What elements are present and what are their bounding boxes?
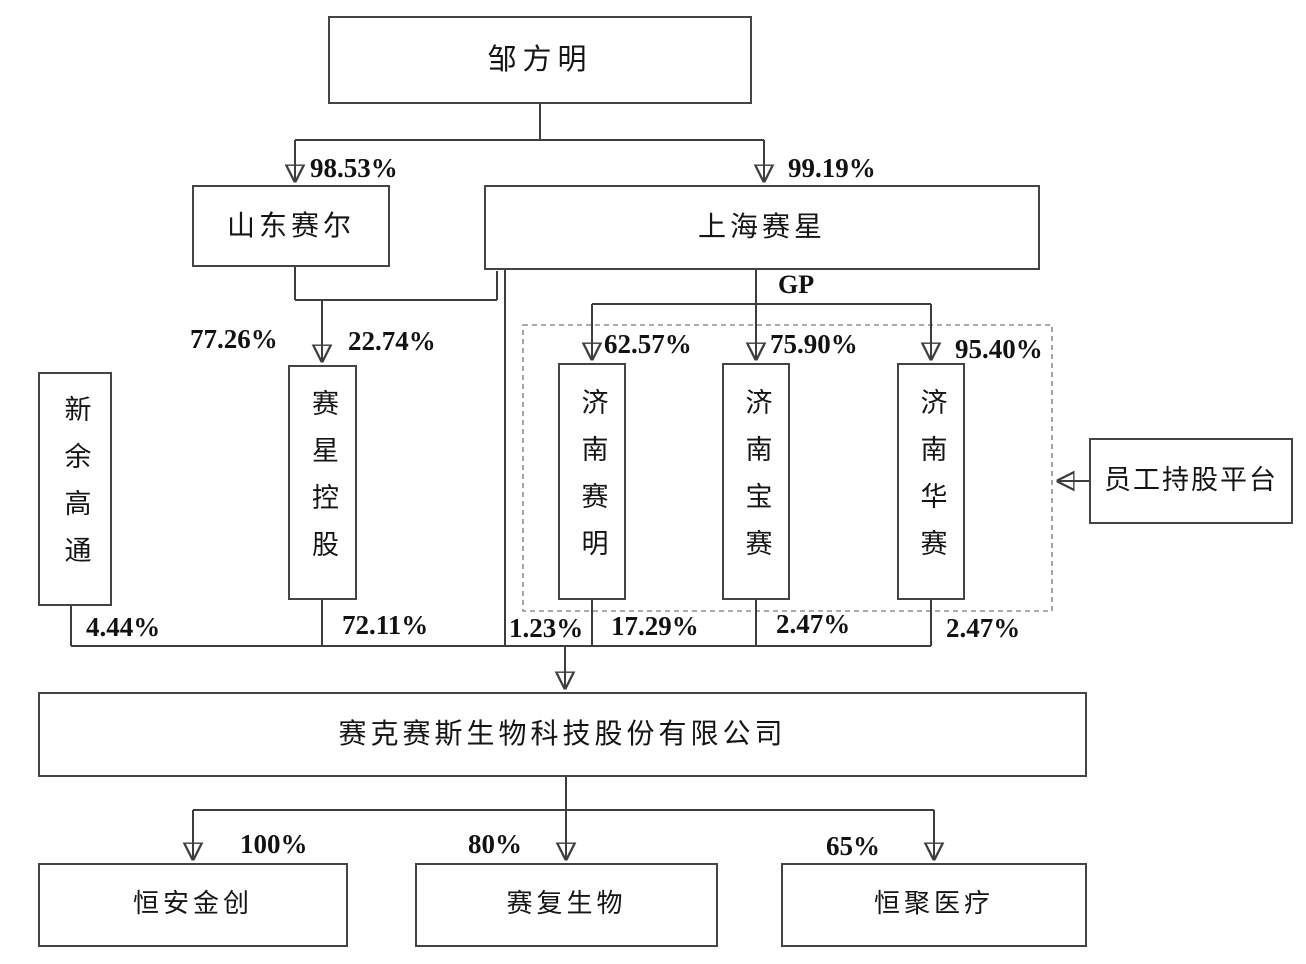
label-saiming-to-issuer-pct: 17.29% xyxy=(611,611,699,641)
node-issuer-company: 赛克赛斯生物科技股份有限公司 xyxy=(38,692,1087,777)
label-shanghai-to-saixing-pct: 22.74% xyxy=(348,326,436,356)
label-shanghai-to-issuer-pct: 1.23% xyxy=(509,613,584,643)
node-jinan-baosai: 济南宝赛 xyxy=(722,363,790,600)
node-saixing-holdings: 赛星控股 xyxy=(288,365,357,600)
label-xinyu-to-issuer-pct: 4.44% xyxy=(86,612,161,642)
node-shandong-saier: 山东赛尔 xyxy=(192,185,390,267)
node-hengan-jinchuang: 恒安金创 xyxy=(38,863,348,947)
label-shanghai-to-baosai-pct: 75.90% xyxy=(770,329,858,359)
label-gp: GP xyxy=(778,270,815,299)
label-shandong-to-saixing-pct: 77.26% xyxy=(190,324,278,354)
node-employee-platform: 员工持股平台 xyxy=(1089,438,1293,524)
label-zou-to-shandong-pct: 98.53% xyxy=(310,153,398,183)
node-jinan-huasai: 济南华赛 xyxy=(897,363,965,600)
label-shanghai-to-huasai-pct: 95.40% xyxy=(955,334,1043,364)
node-xinyu-gaotong: 新余高通 xyxy=(38,372,112,606)
node-jinan-saiming: 济南赛明 xyxy=(558,363,626,600)
node-hengju-medical: 恒聚医疗 xyxy=(781,863,1087,947)
node-shanghai-saixing: 上海赛星 xyxy=(484,185,1040,270)
node-zou-fangming: 邹方明 xyxy=(328,16,752,104)
label-issuer-to-saifu-pct: 80% xyxy=(468,829,522,859)
label-saixing-to-issuer-pct: 72.11% xyxy=(342,610,429,640)
label-baosai-to-issuer-pct: 2.47% xyxy=(776,609,851,639)
node-saifu-bio: 赛复生物 xyxy=(415,863,718,947)
label-issuer-to-hengju-pct: 65% xyxy=(826,831,880,861)
label-zou-to-shanghai-pct: 99.19% xyxy=(788,153,876,183)
label-issuer-to-hengan-pct: 100% xyxy=(240,829,308,859)
employee-platform-group-outline xyxy=(522,324,1053,612)
label-shanghai-to-saiming-pct: 62.57% xyxy=(604,329,692,359)
label-huasai-to-issuer-pct: 2.47% xyxy=(946,613,1021,643)
